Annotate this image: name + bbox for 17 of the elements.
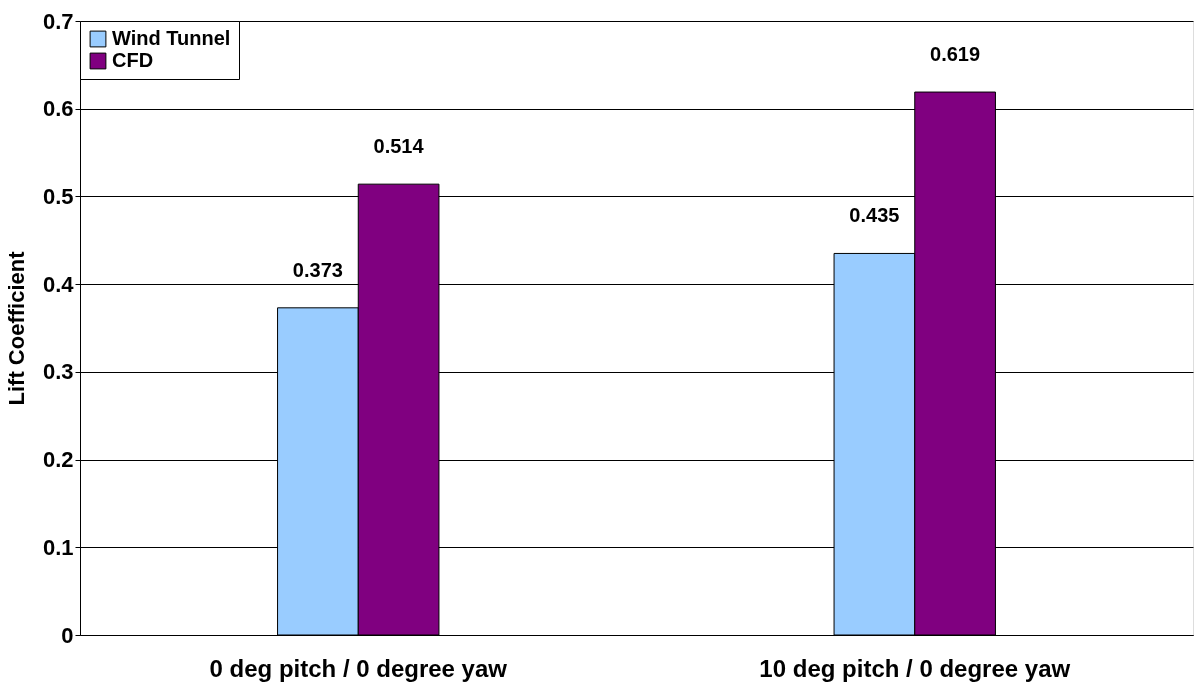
y-tick-label: 0.4 <box>42 271 75 297</box>
y-tick-label: 0.3 <box>42 359 74 385</box>
data-label: 0.619 <box>930 43 981 66</box>
y-axis-title: Lift Coefficient <box>3 250 29 406</box>
x-tick-label: 10 deg pitch / 0 degree yaw <box>759 654 1071 682</box>
y-tick-label: 0.1 <box>42 534 74 560</box>
data-label: 0.373 <box>292 258 343 281</box>
legend-label: Wind Tunnel <box>112 27 231 49</box>
legend-label: CFD <box>112 49 154 71</box>
data-label: 0.435 <box>849 204 900 227</box>
y-tick-label: 0.5 <box>42 183 74 209</box>
y-tick-label: 0 <box>61 622 74 648</box>
y-tick-label: 0.6 <box>42 96 74 122</box>
x-tick-label: 0 deg pitch / 0 degree yaw <box>209 654 508 682</box>
data-label: 0.514 <box>373 135 425 158</box>
y-tick-label: 0.7 <box>42 8 74 34</box>
y-tick-label: 0.2 <box>42 447 74 473</box>
